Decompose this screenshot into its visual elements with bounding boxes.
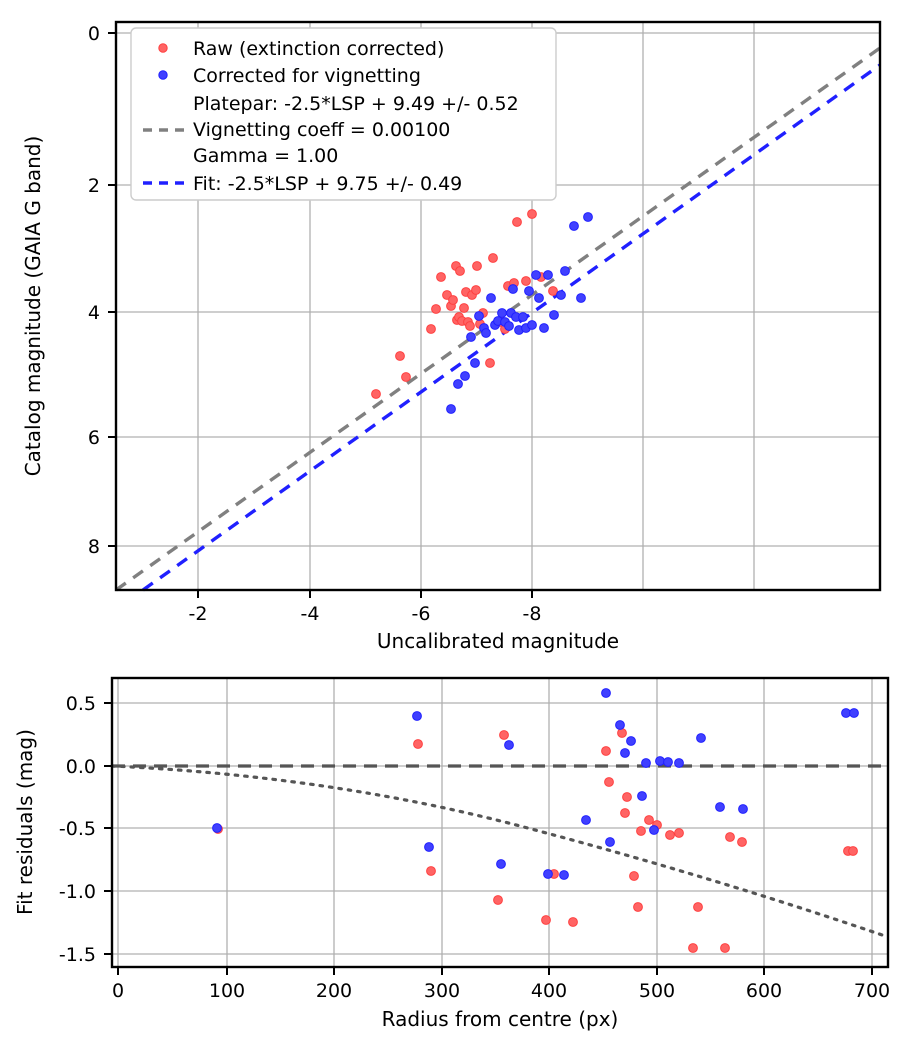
legend-raw-label: Raw (extinction corrected) — [193, 38, 444, 60]
legend-platepar-label-line3: Gamma = 1.00 — [193, 145, 338, 167]
bottom-panel-ytick-labels: 0.5 0.0 -0.5 -1.0 -1.5 — [59, 693, 96, 966]
bottom-ytick-1: 0.0 — [66, 756, 96, 778]
bottom-ytick-0: 0.5 — [66, 693, 96, 715]
top-panel-ylabel: Catalog magnitude (GAIA G band) — [21, 136, 45, 477]
legend-entry-raw[interactable]: Raw (extinction corrected) — [158, 38, 445, 60]
legend-raw-marker-icon — [158, 43, 168, 53]
residual-raw-scatter-group — [213, 728, 858, 953]
bottom-ytick-2: -0.5 — [59, 818, 96, 840]
bottom-xtick-6: 600 — [746, 980, 782, 1002]
legend-entry-corrected[interactable]: Corrected for vignetting — [158, 65, 421, 87]
legend-entry-fit[interactable]: Fit: -2.5*LSP + 9.75 +/- 0.49 — [143, 173, 462, 195]
top-panel-xlabel: Uncalibrated magnitude — [377, 629, 619, 653]
bottom-xtick-5: 500 — [639, 980, 675, 1002]
legend-corrected-label: Corrected for vignetting — [193, 65, 421, 87]
raw-scatter-group — [371, 209, 558, 399]
bottom-panel-gridlines — [112, 678, 888, 967]
top-ytick-1: 2 — [88, 175, 100, 197]
top-xtick-1: -4 — [301, 603, 320, 625]
bottom-panel-ticks — [104, 702, 873, 975]
legend-corrected-marker-icon — [158, 70, 168, 80]
bottom-ytick-4: -1.5 — [59, 944, 96, 966]
bottom-ytick-3: -1.0 — [59, 881, 96, 903]
top-ytick-0: 0 — [88, 23, 100, 45]
bottom-panel: 0 100 200 300 400 500 600 700 0.5 0.0 -0… — [13, 676, 890, 1031]
legend[interactable]: Raw (extinction corrected) Corrected for… — [130, 27, 557, 201]
bottom-xtick-0: 0 — [112, 980, 124, 1002]
bottom-panel-xtick-labels: 0 100 200 300 400 500 600 700 — [112, 980, 890, 1002]
top-ytick-3: 6 — [88, 427, 100, 449]
legend-platepar-label-line1: Platepar: -2.5*LSP + 9.49 +/- 0.52 — [193, 93, 519, 115]
top-xtick-0: -2 — [189, 603, 208, 625]
vignetting-model-curve — [110, 764, 890, 939]
bottom-panel-ylabel: Fit residuals (mag) — [13, 729, 37, 915]
bottom-xtick-1: 100 — [209, 980, 245, 1002]
bottom-xtick-2: 200 — [316, 980, 352, 1002]
top-ytick-2: 4 — [88, 302, 100, 324]
top-panel-ytick-labels: 0 2 4 6 8 — [88, 23, 100, 558]
top-xtick-2: -6 — [412, 603, 431, 625]
bottom-xtick-3: 300 — [424, 980, 460, 1002]
top-panel-xtick-labels: -2 -4 -6 -8 — [189, 603, 542, 625]
top-ytick-4: 8 — [88, 536, 100, 558]
top-xtick-3: -8 — [523, 603, 542, 625]
top-panel: -2 -4 -6 -8 0 2 4 6 8 Uncalibrated magni… — [21, 20, 882, 653]
legend-platepar-label-line2: Vignetting coeff = 0.00100 — [193, 119, 450, 141]
bottom-xtick-7: 700 — [854, 980, 890, 1002]
corrected-scatter-group — [446, 212, 593, 414]
bottom-panel-xlabel: Radius from centre (px) — [382, 1007, 619, 1031]
legend-fit-label: Fit: -2.5*LSP + 9.75 +/- 0.49 — [193, 173, 462, 195]
top-panel-frame — [114, 20, 882, 592]
legend-background — [130, 27, 557, 201]
residual-corrected-scatter-group — [212, 688, 859, 880]
legend-entry-platepar[interactable]: Platepar: -2.5*LSP + 9.49 +/- 0.52 Vigne… — [143, 93, 519, 167]
bottom-panel-frame — [110, 676, 890, 969]
top-panel-ticks — [108, 32, 533, 598]
bottom-xtick-4: 400 — [531, 980, 567, 1002]
